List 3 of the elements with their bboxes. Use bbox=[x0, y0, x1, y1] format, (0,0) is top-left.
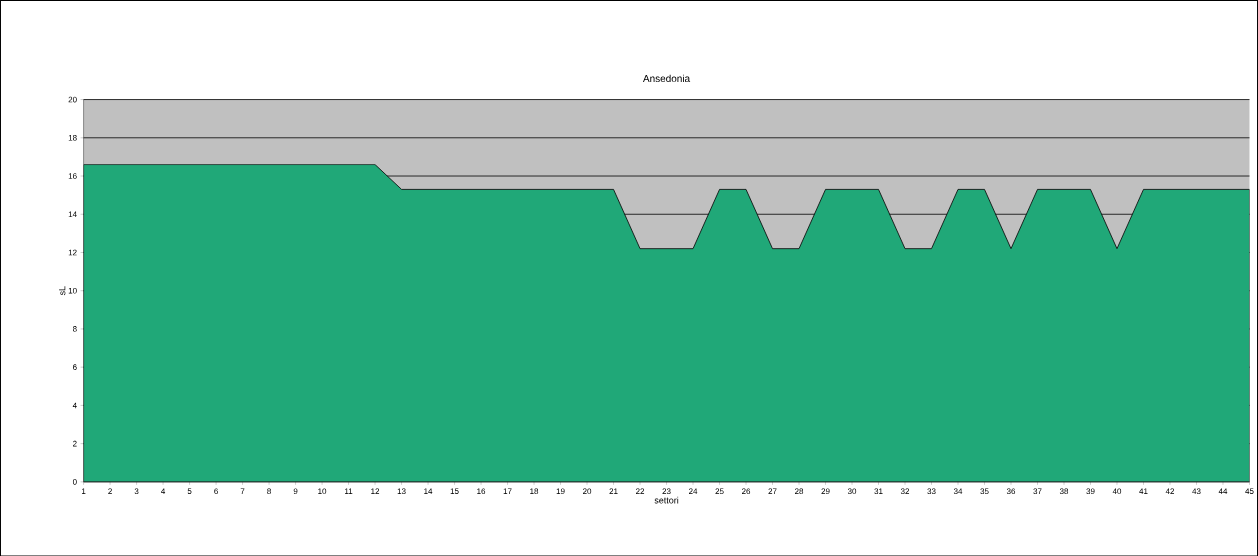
x-axis-title: settori bbox=[654, 496, 679, 504]
y-axis-title: sL bbox=[59, 286, 66, 295]
chart-title: Ansedonia bbox=[642, 74, 691, 82]
